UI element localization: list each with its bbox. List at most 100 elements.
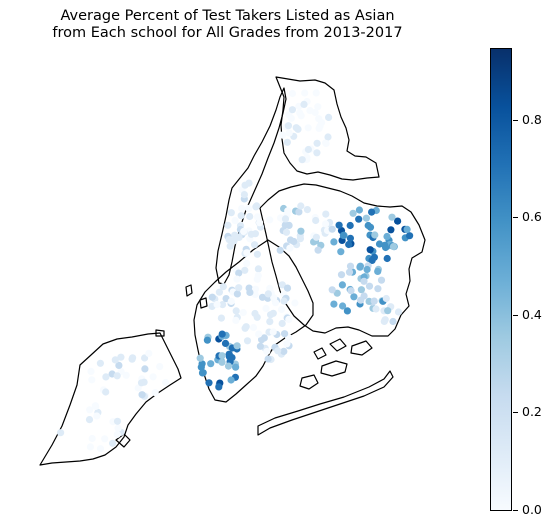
school-marker (387, 226, 395, 234)
school-marker (281, 330, 289, 338)
school-marker (383, 232, 391, 241)
school-marker (115, 361, 123, 369)
school-marker (285, 129, 293, 137)
school-marker (254, 272, 262, 280)
school-marker (328, 225, 336, 233)
school-marker (366, 223, 375, 231)
marsh-island-5 (313, 347, 327, 360)
school-marker (330, 238, 338, 246)
school-marker (235, 284, 243, 292)
school-marker (346, 221, 354, 230)
school-marker (243, 249, 251, 257)
school-marker (312, 89, 320, 97)
school-marker (337, 271, 346, 279)
school-marker (325, 113, 333, 121)
school-marker (377, 276, 386, 284)
school-marker (213, 300, 221, 309)
school-marker (226, 242, 234, 250)
school-marker (253, 250, 261, 258)
school-marker (267, 311, 275, 319)
school-marker (365, 282, 374, 290)
school-marker (382, 243, 390, 252)
school-marker (271, 299, 280, 307)
school-marker (315, 115, 323, 123)
school-marker (215, 288, 223, 296)
school-marker (264, 355, 272, 363)
school-marker (346, 234, 354, 242)
school-marker (232, 307, 240, 315)
school-marker (384, 307, 392, 315)
school-marker (241, 181, 249, 189)
school-marker (300, 100, 308, 108)
school-marker (356, 262, 364, 270)
school-marker (304, 145, 312, 154)
school-marker (394, 217, 402, 225)
marsh-island-2 (299, 374, 319, 390)
school-marker (215, 383, 223, 391)
school-marker (281, 221, 289, 229)
school-marker (249, 323, 258, 332)
school-marker (297, 202, 305, 210)
title-line-2: from Each school for All Grades from 201… (52, 25, 403, 41)
school-marker (137, 379, 146, 387)
school-marker (224, 362, 233, 370)
marsh-island-3 (350, 340, 373, 356)
school-marker (258, 336, 266, 344)
school-marker (233, 275, 241, 283)
school-marker (253, 213, 262, 221)
school-marker (198, 369, 207, 377)
school-marker (274, 347, 282, 355)
school-marker (113, 372, 121, 380)
title-line-1: Average Percent of Test Takers Listed as… (60, 8, 395, 24)
school-marker (96, 445, 105, 453)
school-marker (240, 227, 248, 236)
manhattan-outline (215, 87, 287, 285)
school-marker (282, 228, 291, 236)
school-marker (145, 349, 153, 357)
school-marker (208, 293, 216, 301)
school-marker (57, 429, 65, 437)
school-marker (345, 240, 353, 249)
school-marker (239, 308, 247, 317)
school-marker (339, 231, 347, 239)
school-marker (278, 281, 286, 289)
school-markers-layer (57, 89, 414, 453)
small-island-3 (115, 433, 131, 448)
school-marker (292, 124, 300, 132)
school-marker (288, 89, 297, 98)
school-marker (278, 131, 287, 139)
colorbar-label-0: 0.0 (522, 502, 542, 517)
school-marker (288, 106, 296, 114)
school-marker (88, 376, 96, 384)
school-marker (322, 210, 330, 218)
school-marker (277, 305, 286, 314)
school-marker (335, 221, 343, 229)
school-marker (96, 359, 104, 367)
school-marker (365, 297, 373, 305)
school-marker (295, 208, 303, 216)
school-marker (246, 288, 254, 296)
school-marker (113, 430, 121, 439)
queens-outline (259, 183, 426, 337)
school-marker (362, 214, 370, 222)
school-marker (360, 292, 368, 300)
school-marker (366, 246, 374, 254)
colorbar-tick-0 (513, 510, 518, 511)
school-marker (266, 318, 274, 326)
school-marker (280, 297, 288, 305)
school-marker (383, 254, 391, 263)
school-marker (285, 315, 293, 323)
school-marker (283, 138, 291, 146)
school-marker (225, 236, 233, 244)
school-marker (306, 107, 314, 115)
school-marker (221, 339, 230, 347)
school-marker (86, 406, 94, 414)
school-marker (247, 230, 255, 238)
school-marker (87, 367, 95, 375)
school-marker (403, 225, 411, 233)
school-marker (406, 232, 414, 240)
school-marker (242, 323, 250, 331)
school-marker (314, 103, 322, 111)
school-marker (233, 290, 241, 298)
school-marker (129, 354, 137, 362)
